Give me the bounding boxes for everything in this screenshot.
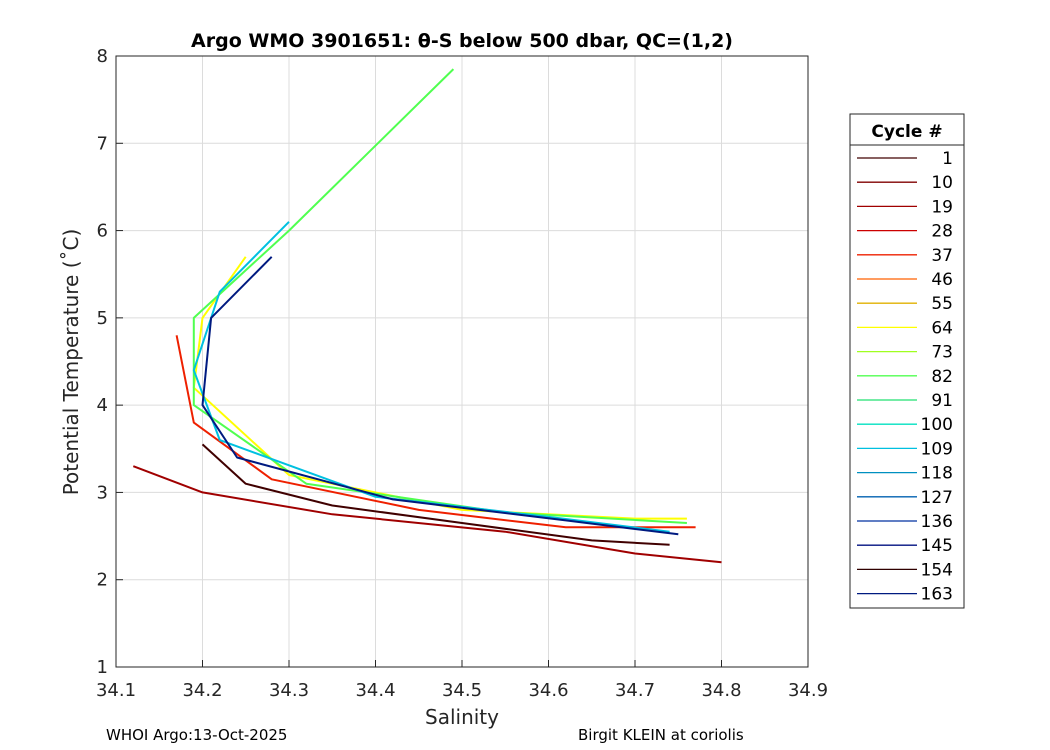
legend-label: 127 xyxy=(921,488,953,508)
legend-label: 37 xyxy=(931,246,953,266)
y-axis-label: Potential Temperature (˚C) xyxy=(59,229,83,496)
series-line-cycle-64 xyxy=(192,256,687,520)
y-tick-label: 1 xyxy=(97,657,108,678)
series-layer xyxy=(132,68,722,564)
legend-title: Cycle # xyxy=(871,122,942,142)
legend-label: 19 xyxy=(931,197,953,217)
y-tick-label: 4 xyxy=(97,395,108,416)
legend-label: 100 xyxy=(921,415,953,435)
legend-label: 28 xyxy=(931,222,953,242)
y-tick-label: 7 xyxy=(97,133,108,154)
footer-right: Birgit KLEIN at coriolis xyxy=(578,726,744,744)
x-tick-label: 34.4 xyxy=(355,680,395,701)
series-line-cycle-163 xyxy=(201,256,679,536)
x-tick-label: 34.1 xyxy=(96,680,136,701)
legend-label: 55 xyxy=(931,294,953,314)
legend-label: 10 xyxy=(931,173,953,193)
x-tick-label: 34.2 xyxy=(182,680,222,701)
legend-label: 154 xyxy=(921,560,953,580)
series-line-cycle-1 xyxy=(201,443,670,546)
x-axis-label: Salinity xyxy=(425,705,499,729)
series-line-cycle-37 xyxy=(175,335,696,529)
series-line-cycle-109 xyxy=(192,221,670,533)
x-tick-label: 34.7 xyxy=(615,680,655,701)
y-tick-label: 5 xyxy=(97,308,108,329)
x-tick-label: 34.9 xyxy=(788,680,828,701)
legend-label: 118 xyxy=(921,464,953,484)
grid xyxy=(115,55,809,668)
legend-label: 64 xyxy=(931,318,953,338)
legend-entries: 1 10 19 28 37 46 55 64 73 82 91 100 109 118 127 136 145 1… xyxy=(857,149,953,605)
y-tick-label: 6 xyxy=(97,221,108,242)
footer-left: WHOI Argo:13-Oct-2025 xyxy=(106,726,287,744)
legend-label: 46 xyxy=(931,270,953,290)
legend-label: 136 xyxy=(921,512,953,532)
legend-box xyxy=(849,113,965,609)
chart-title: Argo WMO 3901651: θ-S below 500 dbar, QC… xyxy=(191,30,733,52)
x-tick-label: 34.5 xyxy=(442,680,482,701)
legend-label: 73 xyxy=(931,343,953,363)
legend-label: 91 xyxy=(931,391,953,411)
legend-label: 163 xyxy=(921,585,953,605)
x-tick-label: 34.8 xyxy=(701,680,741,701)
x-tick-label: 34.6 xyxy=(528,680,568,701)
legend: Cycle # 1 10 19 28 37 46 55 64 73 82 91 100 109 118 12… xyxy=(849,113,965,609)
tick-labels: 34.1 34.2 34.3 34.4 34.5 34.6 34.7 34.8 34.9 1 2 3 4… xyxy=(96,46,828,701)
legend-label: 82 xyxy=(931,367,953,387)
series-line-cycle-19 xyxy=(132,465,722,564)
legend-label: 145 xyxy=(921,536,953,556)
y-tick-label: 2 xyxy=(97,570,108,591)
x-tick-label: 34.3 xyxy=(269,680,309,701)
y-tick-label: 3 xyxy=(97,482,108,503)
y-tick-label: 8 xyxy=(97,46,108,67)
legend-label: 109 xyxy=(921,439,953,459)
legend-label: 1 xyxy=(942,149,953,169)
